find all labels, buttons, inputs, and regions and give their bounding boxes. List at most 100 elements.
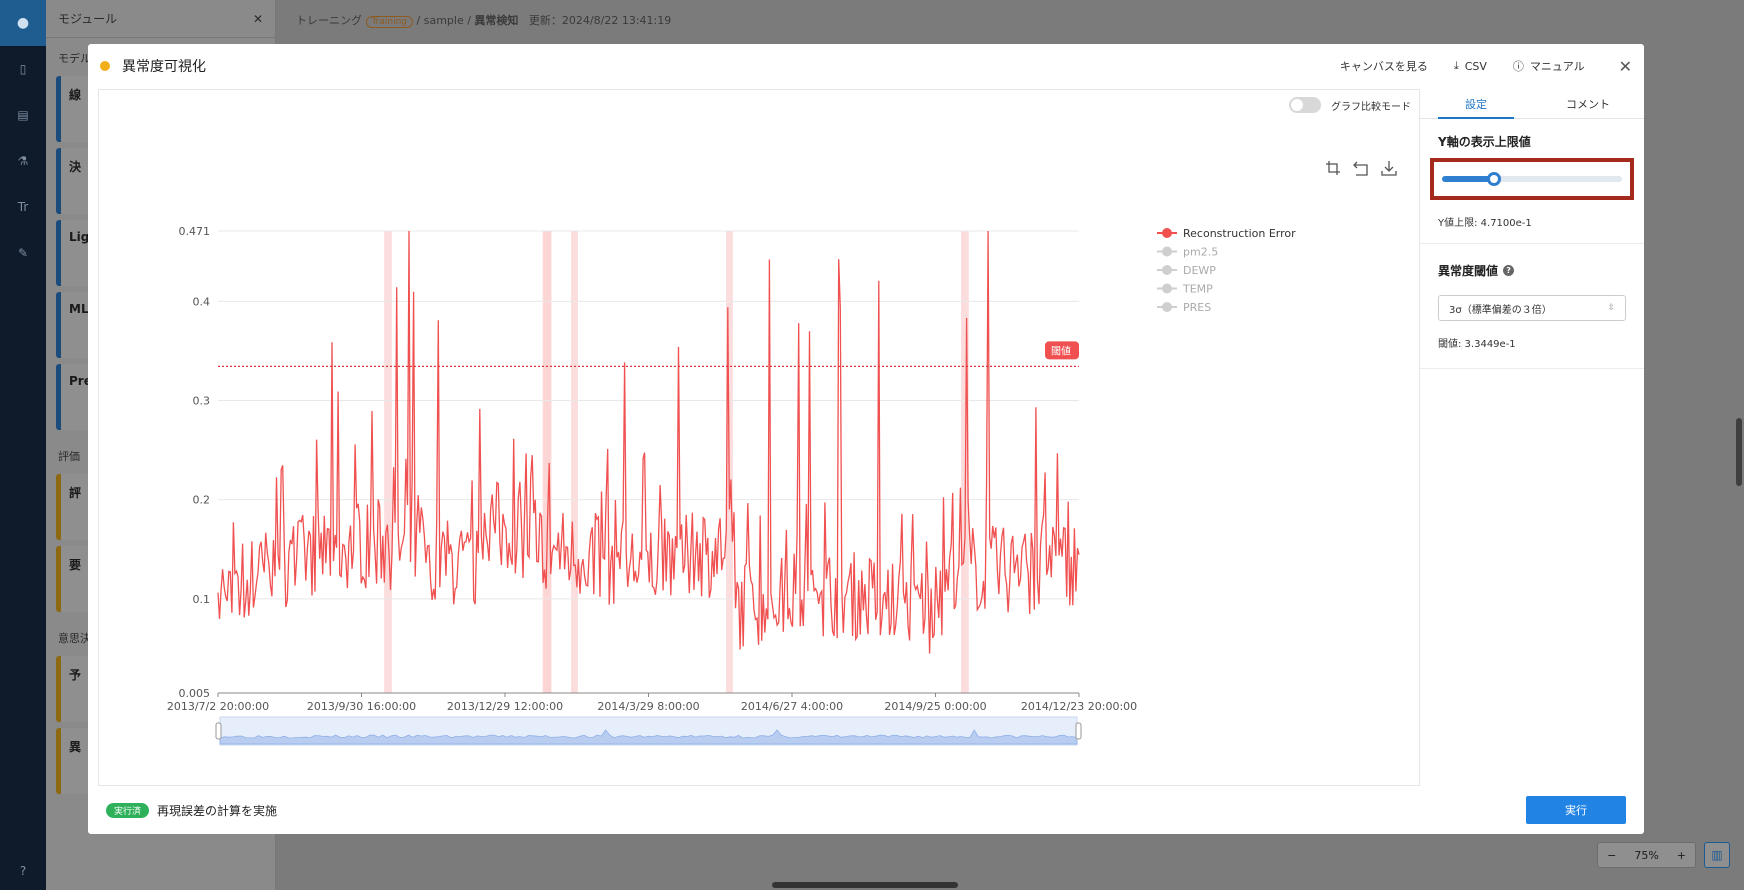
y-tick-label: 0.471 bbox=[179, 225, 211, 238]
y-limit-value: Y値上限: 4.7100e-1 bbox=[1438, 218, 1532, 229]
close-icon[interactable]: ✕ bbox=[1618, 56, 1632, 76]
section-model: モデル bbox=[58, 52, 91, 65]
module-panel-close-icon[interactable]: ✕ bbox=[252, 11, 263, 26]
file-icon[interactable]: ▯ bbox=[19, 62, 27, 76]
modal-title: 異常度可視化 bbox=[122, 59, 206, 75]
side-tabs: 設定 コメント bbox=[1420, 89, 1644, 119]
header-actions: キャンバスを見る ⤓ CSV ⓘ マニュアル ✕ bbox=[1340, 57, 1632, 76]
y-tick-label: 0.2 bbox=[193, 494, 211, 507]
app-logo-icon[interactable]: ● bbox=[0, 0, 46, 46]
zoom-in-button[interactable]: + bbox=[1676, 848, 1686, 862]
legend-item: DEWP bbox=[1183, 264, 1216, 277]
y-limit-slider[interactable] bbox=[1442, 172, 1622, 186]
threshold-title: 異常度閾値 bbox=[1438, 264, 1499, 278]
settings-panel: 設定 コメント Y軸の表示上限値 Y値上限: 4.7100e-1 異常度閾値 ?… bbox=[1420, 89, 1644, 786]
csv-label: CSV bbox=[1464, 59, 1487, 73]
text-icon[interactable]: Tr bbox=[17, 200, 29, 214]
x-tick-label: 2014/12/23 20:00:00 bbox=[1021, 700, 1137, 713]
module-panel-title: モジュール bbox=[58, 12, 118, 26]
footer-message: 再現誤差の計算を実施 bbox=[157, 803, 278, 818]
threshold-title-row: 異常度閾値 ? bbox=[1438, 262, 1626, 279]
zoom-out-button[interactable]: − bbox=[1607, 848, 1617, 862]
view-canvas-button[interactable]: キャンバスを見る bbox=[1340, 58, 1428, 74]
x-tick-label: 2014/9/25 0:00:00 bbox=[884, 700, 986, 713]
y-limit-slider-highlight bbox=[1430, 158, 1634, 200]
view-canvas-label: キャンバスを見る bbox=[1339, 60, 1428, 73]
threshold-select[interactable]: 3σ（標準偏差の３倍） ⇳ bbox=[1438, 295, 1626, 321]
y-tick-label: 0.3 bbox=[193, 395, 211, 408]
tab-comment[interactable]: コメント bbox=[1566, 97, 1610, 111]
legend-marker bbox=[1162, 283, 1172, 294]
anomaly-band bbox=[545, 231, 549, 693]
threshold-value: 閾値: 3.3449e-1 bbox=[1438, 339, 1516, 350]
reconstruction-error-chart: 0.005 0.1 0.2 0.3 0.4 0.471 2013/7/2 20:00:00… bbox=[167, 225, 1296, 746]
compare-mode-label: グラフ比較モード bbox=[1331, 101, 1411, 113]
left-rail: ● ▯ ▤ ⚗ Tr ✎ ? bbox=[0, 0, 46, 890]
legend-item: PRES bbox=[1183, 301, 1211, 314]
chart-toolbox bbox=[1323, 158, 1399, 178]
datazoom-handle-right bbox=[1075, 722, 1082, 740]
compare-mode-toggle[interactable] bbox=[1289, 97, 1321, 113]
threshold-section: 異常度閾値 ? 3σ（標準偏差の３倍） ⇳ 閾値: 3.3449e-1 bbox=[1420, 244, 1644, 369]
run-button[interactable]: 実行 bbox=[1526, 796, 1626, 824]
series-reconstruction-error bbox=[217, 230, 1080, 654]
datazoom-preview bbox=[219, 729, 1078, 745]
compare-mode: グラフ比較モード bbox=[1289, 97, 1411, 113]
threshold-select-value: 3σ（標準偏差の３倍） bbox=[1449, 304, 1552, 316]
database-icon[interactable]: ▤ bbox=[17, 108, 29, 122]
zoom-select-icon[interactable] bbox=[1323, 158, 1343, 178]
module-panel-header: モジュール ✕ bbox=[46, 0, 275, 38]
threshold-tag: 閾値 bbox=[1045, 341, 1079, 360]
legend-marker bbox=[1162, 302, 1172, 312]
section-decision: 意思決 bbox=[58, 632, 91, 645]
y-limit-title: Y軸の表示上限値 bbox=[1438, 135, 1531, 149]
anomaly-band bbox=[571, 231, 578, 693]
chart-area: グラフ比較モード 0.005 0.1 0.2 0.3 0.4 0.471 2013/7/2… bbox=[98, 89, 1420, 786]
zoom-reset-icon[interactable] bbox=[1351, 158, 1371, 178]
legend-marker bbox=[1162, 246, 1172, 257]
datazoom-handle-left bbox=[215, 722, 222, 740]
section-eval: 評価 bbox=[58, 450, 80, 463]
x-tick-label: 2013/7/2 20:00:00 bbox=[167, 700, 269, 713]
help-circle-icon: ⓘ bbox=[1512, 60, 1524, 73]
zoom-level: 75% bbox=[1634, 848, 1659, 862]
manual-button[interactable]: ⓘ マニュアル bbox=[1513, 58, 1585, 74]
anomaly-visualization-modal: 異常度可視化 キャンバスを見る ⤓ CSV ⓘ マニュアル ✕ グラフ比較モード bbox=[88, 44, 1644, 834]
threshold-tag-label: 閾値 bbox=[1051, 344, 1071, 357]
select-arrows-icon: ⇳ bbox=[1607, 303, 1615, 313]
anomaly-band bbox=[384, 231, 392, 693]
legend-item: TEMP bbox=[1182, 283, 1213, 296]
y-tick-label: 0.005 bbox=[179, 687, 211, 700]
x-tick-label: 2013/9/30 16:00:00 bbox=[307, 700, 416, 713]
modal-header: 異常度可視化 キャンバスを見る ⤓ CSV ⓘ マニュアル ✕ bbox=[88, 44, 1644, 88]
anomaly-band bbox=[546, 231, 552, 693]
slider-fill bbox=[1442, 176, 1495, 182]
home-indicator bbox=[772, 882, 958, 888]
modal-footer: 実行済 再現誤差の計算を実施 実行 bbox=[88, 786, 1644, 834]
legend-marker bbox=[1162, 228, 1172, 238]
status-dot bbox=[100, 61, 110, 71]
x-tick-label: 2014/6/27 4:00:00 bbox=[741, 700, 843, 713]
csv-download-button[interactable]: ⤓ CSV bbox=[1454, 59, 1487, 73]
breadcrumb-path[interactable]: / sample / bbox=[416, 14, 471, 27]
breadcrumb-training[interactable]: トレーニング bbox=[296, 14, 362, 27]
updated-timestamp: 更新：2024/8/22 13:41:19 bbox=[528, 14, 672, 27]
legend-item: Reconstruction Error bbox=[1183, 227, 1296, 240]
tab-settings[interactable]: 設定 bbox=[1420, 89, 1532, 119]
flask-icon[interactable]: ⚗ bbox=[17, 154, 29, 168]
manual-label: マニュアル bbox=[1529, 60, 1585, 73]
y-limit-section: Y軸の表示上限値 Y値上限: 4.7100e-1 bbox=[1420, 119, 1644, 244]
save-image-icon[interactable] bbox=[1379, 158, 1399, 178]
y-tick-label: 0.4 bbox=[193, 295, 211, 308]
map-icon[interactable]: ▥ bbox=[1704, 842, 1730, 868]
slider-handle[interactable] bbox=[1487, 172, 1502, 186]
question-icon[interactable]: ? bbox=[1503, 265, 1515, 276]
breadcrumb: トレーニング Training / sample / 異常検知 更新：2024/… bbox=[296, 12, 671, 28]
scrollbar-thumb[interactable] bbox=[1736, 418, 1742, 486]
breadcrumb-current: 異常検知 bbox=[474, 14, 519, 27]
edit-icon[interactable]: ✎ bbox=[17, 246, 29, 260]
x-tick-label: 2013/12/29 12:00:00 bbox=[447, 700, 563, 713]
y-tick-label: 0.1 bbox=[193, 593, 211, 606]
help-icon[interactable]: ? bbox=[19, 864, 27, 878]
zoom-control: − 75% + bbox=[1597, 842, 1696, 868]
